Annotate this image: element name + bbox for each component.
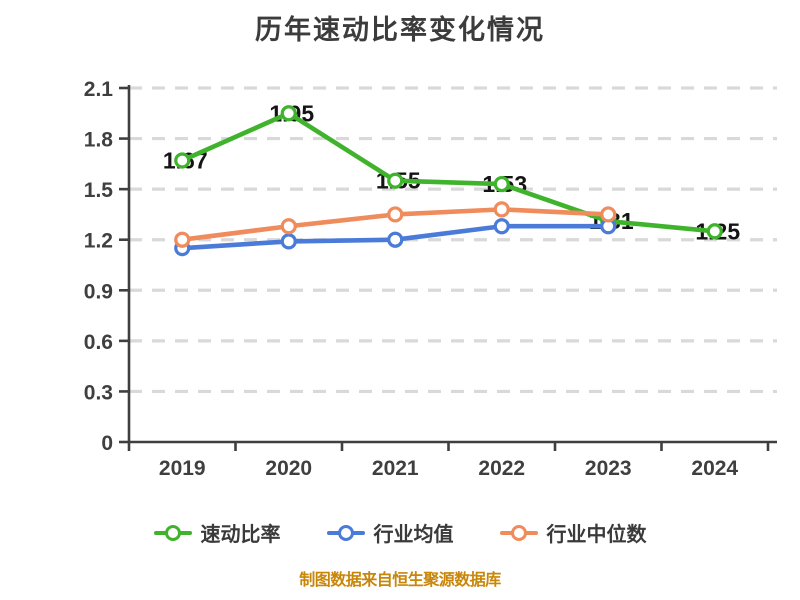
y-tick-label: 1.5: [84, 179, 114, 202]
series-line: [179, 110, 718, 234]
y-tick-label: 0: [101, 432, 113, 455]
legend-item-industry-median[interactable]: 行业中位数: [499, 518, 647, 547]
x-tick-label: 2024: [691, 457, 738, 480]
data-point-marker: [493, 175, 510, 193]
y-tick-label: 2.1: [84, 78, 114, 101]
data-point-marker: [706, 223, 723, 240]
y-tick-label: 0.3: [84, 381, 113, 404]
data-point-marker: [493, 201, 510, 218]
y-tick-label: 0.9: [84, 280, 113, 303]
data-point-marker: [174, 152, 191, 169]
legend-item-quick-ratio[interactable]: 速动比率: [153, 518, 281, 547]
chart-legend: 速动比率 行业均值 行业中位数: [0, 518, 800, 547]
legend-label: 行业均值: [373, 524, 454, 546]
y-tick-label: 1.8: [84, 129, 114, 152]
data-source-note: 制图数据来自恒生聚源数据库: [299, 572, 501, 589]
x-tick-label: 2021: [372, 457, 419, 480]
x-tick-label: 2023: [585, 457, 632, 480]
legend-line-marker-icon: [153, 524, 192, 541]
data-point-marker: [280, 218, 297, 235]
data-point-marker: [387, 172, 404, 189]
data-point-marker: [600, 206, 617, 223]
data-point-marker: [387, 206, 404, 223]
x-tick-label: 2022: [478, 457, 525, 480]
data-point-marker: [280, 233, 297, 250]
legend-line-marker-icon: [326, 524, 365, 541]
x-tick-label: 2019: [159, 457, 206, 480]
y-tick-label: 1.2: [84, 230, 113, 253]
y-tick-label: 0.6: [84, 331, 113, 354]
legend-label: 行业中位数: [546, 524, 647, 546]
x-tick-label: 2020: [265, 457, 312, 480]
legend-label: 速动比率: [200, 524, 281, 546]
data-point-marker: [387, 231, 404, 248]
data-point-marker: [174, 231, 191, 248]
chart-title: 历年速动比率变化情况: [255, 15, 545, 45]
data-point-marker: [280, 105, 297, 122]
legend-item-industry-average[interactable]: 行业均值: [326, 518, 454, 547]
legend-line-marker-icon: [499, 524, 538, 541]
data-point-marker: [493, 218, 510, 235]
